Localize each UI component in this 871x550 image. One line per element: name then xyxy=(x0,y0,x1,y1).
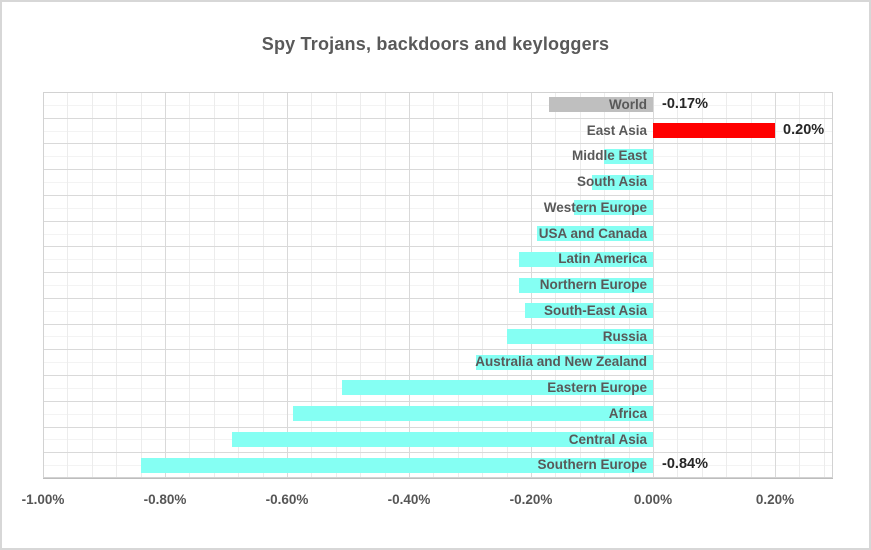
v-minor-gridline xyxy=(238,92,240,478)
v-minor-gridline xyxy=(140,92,142,478)
category-label-latin-america: Latin America xyxy=(558,251,648,267)
x-tick-label-0-00-: 0.00% xyxy=(633,492,673,507)
bar-eastern-europe xyxy=(341,380,654,396)
data-label-world: -0.17% xyxy=(662,96,708,112)
h-minor-gridline xyxy=(43,259,833,261)
h-minor-gridline xyxy=(43,156,833,158)
bar-australia-and-new-zealand xyxy=(476,354,654,370)
v-minor-gridline xyxy=(189,92,191,478)
x-tick-label-0-20-: 0.20% xyxy=(755,492,795,507)
category-label-eastern-europe: Eastern Europe xyxy=(547,380,648,396)
v-minor-gridline xyxy=(91,92,93,478)
h-minor-gridline xyxy=(43,336,833,338)
data-label-southern-europe: -0.84% xyxy=(662,456,708,473)
v-major-gridline xyxy=(409,92,411,478)
bar-usa-and-canada xyxy=(537,226,654,242)
h-major-gridline xyxy=(43,400,833,402)
v-minor-gridline xyxy=(701,92,703,478)
v-minor-gridline xyxy=(433,92,435,478)
h-minor-gridline xyxy=(43,207,833,209)
category-label-middle-east: Middle East xyxy=(572,148,648,164)
h-major-gridline xyxy=(43,220,833,222)
x-axis-line xyxy=(43,478,833,479)
v-major-gridline xyxy=(653,92,655,478)
data-label-east-asia: 0.20% xyxy=(783,121,825,138)
v-major-gridline xyxy=(775,92,777,478)
category-label-australia-and-new-zealand: Australia and New Zealand xyxy=(475,354,648,370)
h-minor-gridline xyxy=(43,362,833,364)
category-label-central-asia: Central Asia xyxy=(568,431,648,447)
bar-africa xyxy=(293,406,654,422)
category-label-africa: Africa xyxy=(608,405,648,421)
v-minor-gridline xyxy=(506,92,508,478)
category-label-south-east-asia: South-East Asia xyxy=(544,302,648,318)
x-tick-label--0-60-: -0.60% xyxy=(265,492,309,507)
bar-northern-europe xyxy=(518,277,654,293)
plot-border xyxy=(43,92,833,478)
v-minor-gridline xyxy=(213,92,215,478)
v-minor-gridline xyxy=(726,92,728,478)
h-major-gridline xyxy=(43,194,833,196)
v-minor-gridline xyxy=(262,92,264,478)
h-minor-gridline xyxy=(43,130,833,132)
v-minor-gridline xyxy=(311,92,313,478)
h-minor-gridline xyxy=(43,182,833,184)
h-major-gridline xyxy=(43,297,833,299)
bar-east-asia xyxy=(653,123,776,139)
v-minor-gridline xyxy=(67,92,69,478)
category-label-northern-europe: Northern Europe xyxy=(539,277,648,293)
bar-western-europe xyxy=(573,200,654,216)
v-minor-gridline xyxy=(384,92,386,478)
v-minor-gridline xyxy=(482,92,484,478)
h-major-gridline xyxy=(43,169,833,171)
bar-middle-east xyxy=(604,148,654,164)
v-minor-gridline xyxy=(750,92,752,478)
h-major-gridline xyxy=(43,452,833,454)
h-major-gridline xyxy=(43,272,833,274)
category-label-western-europe: Western Europe xyxy=(543,199,648,215)
bar-russia xyxy=(506,328,654,344)
v-minor-gridline xyxy=(677,92,679,478)
x-tick-label--0-20-: -0.20% xyxy=(509,492,553,507)
h-major-gridline xyxy=(43,349,833,351)
bar-south-asia xyxy=(592,174,654,190)
v-minor-gridline xyxy=(116,92,118,478)
h-minor-gridline xyxy=(43,285,833,286)
bar-world xyxy=(549,97,654,113)
h-major-gridline xyxy=(43,375,833,377)
h-major-gridline xyxy=(43,143,833,145)
bar-southern-europe xyxy=(140,457,654,473)
bar-south-east-asia xyxy=(524,303,654,319)
x-tick-label--0-80-: -0.80% xyxy=(143,492,187,507)
v-minor-gridline xyxy=(457,92,459,478)
h-minor-gridline xyxy=(43,104,833,106)
bar-latin-america xyxy=(518,251,654,267)
v-minor-gridline xyxy=(823,92,825,478)
h-major-gridline xyxy=(43,323,833,325)
category-label-south-asia: South Asia xyxy=(577,174,648,190)
category-label-usa-and-canada: USA and Canada xyxy=(538,225,648,241)
category-label-east-asia: East Asia xyxy=(586,122,648,138)
bar-central-asia xyxy=(232,431,654,447)
x-tick-label--1-00-: -1.00% xyxy=(21,492,65,507)
v-major-gridline xyxy=(165,92,166,478)
v-minor-gridline xyxy=(799,92,801,478)
x-tick-label--0-40-: -0.40% xyxy=(387,492,431,507)
h-major-gridline xyxy=(43,426,833,428)
h-minor-gridline xyxy=(43,310,833,312)
v-minor-gridline xyxy=(360,92,362,478)
chart-title: Spy Trojans, backdoors and keyloggers xyxy=(261,34,610,54)
h-minor-gridline xyxy=(43,233,833,235)
h-major-gridline xyxy=(43,246,833,248)
category-label-world: World xyxy=(609,97,648,112)
v-minor-gridline xyxy=(335,92,337,478)
v-major-gridline xyxy=(287,92,288,478)
category-label-russia: Russia xyxy=(602,328,648,344)
category-label-southern-europe: Southern Europe xyxy=(537,457,648,473)
h-major-gridline xyxy=(43,117,833,119)
